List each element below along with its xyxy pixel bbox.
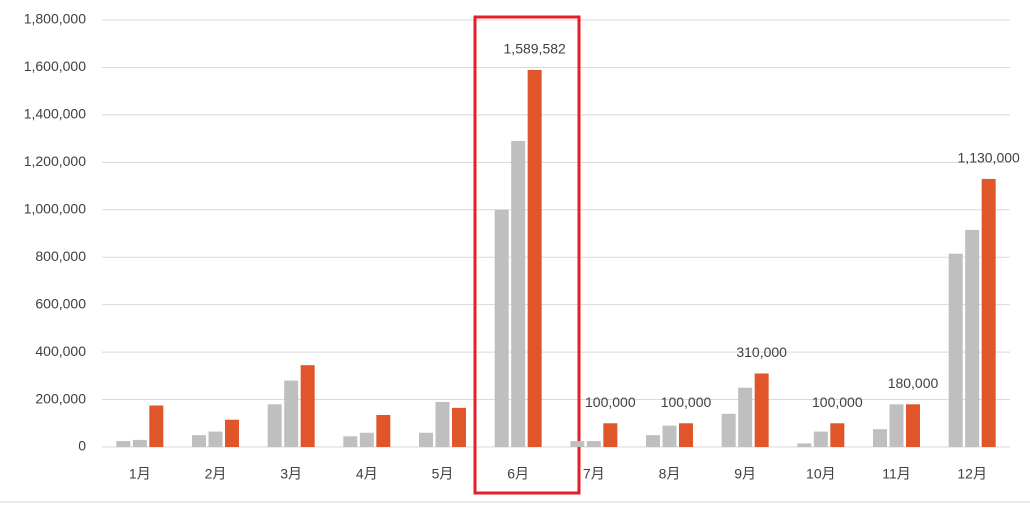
bar	[192, 435, 206, 447]
y-tick-label: 1,400,000	[24, 106, 86, 122]
bar	[419, 432, 433, 447]
bar	[300, 365, 315, 447]
bar	[132, 439, 147, 447]
x-tick-label: 8月	[659, 466, 681, 482]
y-tick-label: 800,000	[35, 248, 86, 264]
bar	[754, 373, 769, 447]
data-label: 1,589,582	[504, 41, 566, 57]
bar	[889, 404, 904, 447]
data-label: 100,000	[812, 394, 863, 410]
y-tick-label: 600,000	[35, 295, 86, 311]
bar	[738, 387, 753, 447]
bar	[873, 429, 887, 447]
y-tick-label: 400,000	[35, 343, 86, 359]
x-tick-label: 12月	[957, 466, 987, 482]
y-tick-label: 1,800,000	[24, 11, 86, 27]
data-label: 100,000	[585, 394, 636, 410]
x-tick-label: 6月	[507, 466, 529, 482]
data-label: 100,000	[661, 394, 712, 410]
y-tick-label: 0	[78, 438, 86, 454]
bar	[797, 443, 812, 447]
bar	[343, 436, 358, 447]
bar	[149, 405, 164, 447]
x-tick-label: 1月	[129, 466, 151, 482]
bar	[679, 423, 693, 447]
bar	[452, 407, 466, 447]
bar	[965, 229, 980, 447]
bar	[662, 425, 677, 447]
bar	[570, 441, 585, 447]
bar	[948, 253, 963, 447]
bar	[603, 423, 618, 447]
x-tick-label: 11月	[882, 466, 911, 482]
bar	[646, 435, 660, 447]
bar	[830, 423, 845, 447]
x-tick-label: 9月	[734, 466, 756, 482]
y-tick-label: 1,600,000	[24, 58, 86, 74]
data-label: 310,000	[736, 344, 787, 360]
x-tick-label: 3月	[280, 466, 302, 482]
data-label: 180,000	[888, 375, 939, 391]
y-tick-label: 200,000	[35, 390, 86, 406]
bar	[225, 419, 239, 447]
bar	[527, 69, 542, 447]
bar	[813, 431, 828, 447]
highlight-box	[473, 15, 581, 495]
bar	[494, 209, 509, 447]
bar	[586, 441, 601, 447]
y-tick-label: 1,200,000	[24, 153, 86, 169]
x-tick-label: 2月	[205, 466, 227, 482]
bar	[906, 404, 920, 447]
y-tick-label: 1,000,000	[24, 200, 86, 216]
bar	[721, 413, 736, 447]
bar	[511, 140, 526, 447]
x-tick-label: 5月	[432, 466, 454, 482]
x-tick-label: 10月	[806, 466, 836, 482]
x-tick-label: 4月	[356, 466, 378, 482]
data-label: 1,130,000	[958, 150, 1020, 166]
bar	[981, 178, 996, 447]
bar	[284, 380, 299, 447]
bar	[267, 404, 282, 447]
bar	[359, 432, 374, 447]
bar	[435, 401, 450, 447]
x-tick-label: 7月	[583, 466, 605, 482]
bar	[116, 441, 131, 447]
bar	[208, 431, 223, 447]
bar	[376, 414, 391, 447]
